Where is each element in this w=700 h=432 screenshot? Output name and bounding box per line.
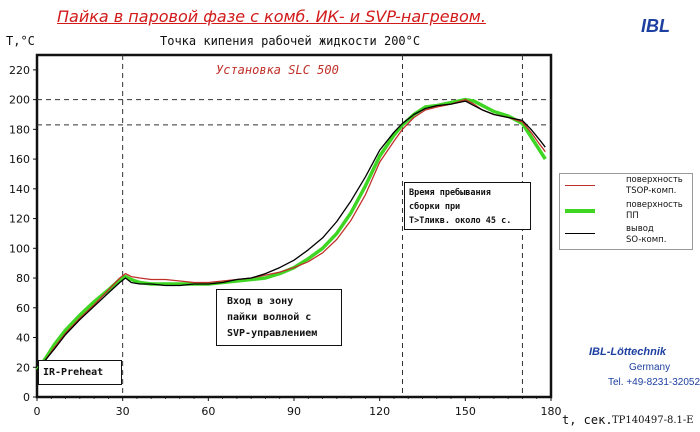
- legend: поверхность TSOP-комп. поверхность ПП вы…: [559, 173, 693, 250]
- annotation-dwell-line-2: сборки при: [409, 202, 461, 212]
- header-title: Пайка в паровой фазе с комб. ИК- и SVP-н…: [57, 7, 486, 26]
- legend-label-so-line-1: вывод: [626, 224, 654, 234]
- chart-title: Точка кипения рабочей жидкости 200°C: [160, 34, 421, 48]
- annotation-wave-line-3: SVP-управлением: [227, 328, 318, 339]
- brand-logo: IBL: [641, 16, 670, 36]
- y-axis-label: T,°C: [6, 34, 35, 48]
- annotation-ir-text: IR-Preheat: [43, 367, 104, 378]
- legend-swatch-pcb: [565, 209, 595, 213]
- y-tick-label: 20: [16, 361, 30, 374]
- x-tick-label: 180: [541, 405, 562, 418]
- annotation-ir-preheat: IR-Preheat: [38, 360, 122, 385]
- y-tick-label: 0: [23, 391, 30, 404]
- series-layer: [35, 97, 547, 372]
- legend-label-tsop-line-2: TSOP-комп.: [626, 186, 677, 196]
- legend-label-so-line-2: SO-комп.: [626, 235, 667, 245]
- x-tick-label: 30: [116, 405, 130, 418]
- y-tick-label: 100: [9, 242, 30, 255]
- x-tick-label: 0: [34, 405, 41, 418]
- y-tick-label: 160: [9, 153, 30, 166]
- annotation-wave-line-1: Вход в зону: [227, 296, 294, 307]
- series-line-tsop: [36, 98, 546, 371]
- annotation-dwell-time: Время пребывания сборки при T>Тликв. око…: [404, 182, 531, 230]
- x-tick-label: 60: [201, 405, 215, 418]
- document-code: TP140497-8.1-E: [612, 415, 694, 426]
- company-phone: Tel. +49-8231-32052: [608, 377, 700, 388]
- y-tick-label: 40: [16, 332, 30, 345]
- y-tick-label: 80: [16, 272, 30, 285]
- x-tick-label: 150: [455, 405, 476, 418]
- legend-label-pcb-line-1: поверхность: [626, 200, 683, 210]
- series-line-so: [36, 100, 546, 371]
- legend-swatch-tsop: [565, 185, 595, 186]
- y-tick-label: 140: [9, 183, 30, 196]
- y-tick-label: 200: [9, 94, 30, 107]
- y-tick-label: 220: [9, 64, 30, 77]
- x-tick-label: 120: [369, 405, 390, 418]
- annotation-dwell-line-3: T>Тликв. около 45 с.: [409, 216, 512, 226]
- annotation-wave-zone: Вход в зону пайки волной с SVP-управлени…: [216, 289, 342, 346]
- y-tick-label: 180: [9, 123, 30, 136]
- chart-subtitle: Установка SLC 500: [216, 63, 339, 77]
- axis-ticks: 0 20 40 60 80 100 120 140 160 180 200 220 0 30 60 90 120…: [9, 64, 562, 418]
- annotation-wave-line-2: пайки волной с: [227, 312, 312, 323]
- legend-label-tsop-line-1: поверхность: [626, 175, 683, 185]
- legend-label-pcb-line-2: ПП: [626, 211, 639, 221]
- y-tick-label: 120: [9, 213, 30, 226]
- company-country: Germany: [629, 362, 671, 373]
- legend-swatch-so: [565, 233, 595, 234]
- x-axis-label: t, сек.: [562, 413, 613, 427]
- x-tick-label: 90: [287, 405, 301, 418]
- company-name: IBL-Löttechnik: [589, 346, 666, 358]
- annotation-dwell-line-1: Время пребывания: [409, 188, 491, 198]
- y-tick-label: 60: [16, 302, 30, 315]
